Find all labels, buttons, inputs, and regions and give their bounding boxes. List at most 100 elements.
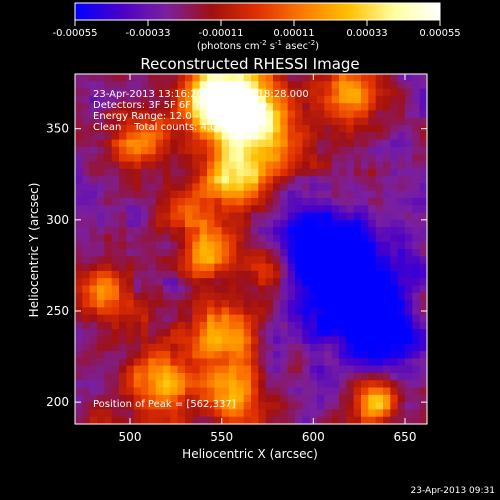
heatmap-cell — [141, 249, 149, 257]
heatmap-cell — [346, 270, 355, 279]
heatmap-cell — [148, 74, 157, 82]
heatmap-cell — [361, 241, 369, 250]
heatmap-cell — [405, 285, 413, 294]
heatmap-cell — [192, 409, 201, 418]
heatmap-cell — [295, 402, 303, 411]
heatmap-cell — [75, 74, 83, 82]
heatmap-cell — [97, 329, 105, 338]
heatmap-cell — [133, 372, 142, 381]
heatmap-cell — [295, 343, 303, 352]
heatmap-cell — [280, 227, 289, 236]
heatmap-cell — [375, 307, 384, 316]
heatmap-cell — [258, 205, 267, 214]
heatmap-cell — [353, 365, 362, 374]
heatmap-cell — [346, 95, 355, 104]
heatmap-cell — [75, 372, 83, 381]
heatmap-cell — [155, 103, 164, 112]
heatmap-cell — [133, 154, 142, 163]
heatmap-cell — [207, 365, 215, 374]
heatmap-cell — [295, 249, 303, 257]
heatmap-cell — [295, 146, 303, 155]
heatmap-cell — [141, 227, 149, 236]
heatmap-cell — [119, 212, 127, 221]
heatmap-cell — [185, 190, 193, 199]
heatmap-cell — [141, 409, 149, 418]
heatmap-cell — [243, 125, 252, 133]
heatmap-cell — [346, 292, 355, 301]
heatmap-cell — [405, 95, 413, 104]
heatmap-cell — [111, 278, 120, 287]
heatmap-cell — [141, 336, 149, 345]
heatmap-cell — [192, 88, 201, 97]
heatmap-cell — [119, 154, 127, 163]
heatmap-cell — [339, 402, 347, 411]
heatmap-cell — [346, 234, 355, 243]
heatmap-cell — [412, 176, 421, 184]
heatmap-cell — [397, 409, 406, 418]
heatmap-cell — [339, 205, 347, 214]
heatmap-cell — [265, 343, 274, 352]
heatmap-cell — [111, 321, 120, 330]
heatmap-cell — [317, 416, 325, 425]
heatmap-cell — [280, 212, 289, 221]
heatmap-cell — [287, 416, 296, 425]
heatmap-cell — [287, 81, 296, 90]
heatmap-cell — [317, 139, 325, 148]
heatmap-cell — [405, 336, 413, 345]
heatmap-cell — [207, 205, 215, 214]
heatmap-cell — [163, 387, 171, 396]
heatmap-cell — [185, 183, 193, 192]
heatmap-cell — [126, 168, 135, 177]
heatmap-cell — [295, 176, 303, 184]
heatmap-cell — [375, 409, 384, 418]
heatmap-cell — [111, 351, 120, 359]
heatmap-cell — [141, 146, 149, 155]
heatmap-cell — [111, 234, 120, 243]
heatmap-cell — [177, 394, 186, 403]
heatmap-cell — [185, 343, 193, 352]
heatmap-cell — [185, 372, 193, 381]
heatmap-cell — [75, 329, 83, 338]
heatmap-cell — [75, 95, 83, 104]
heatmap-cell — [419, 88, 428, 97]
heatmap-cell — [258, 241, 267, 250]
heatmap-cell — [141, 139, 149, 148]
heatmap-cell — [89, 249, 98, 257]
heatmap-cell — [258, 256, 267, 265]
heatmap-cell — [126, 402, 135, 411]
heatmap-cell — [375, 300, 384, 308]
heatmap-cell — [419, 219, 428, 228]
heatmap-cell — [75, 394, 83, 403]
heatmap-cell — [346, 307, 355, 316]
heatmap-cell — [280, 117, 289, 126]
annotation-detectors: Detectors: 3F 5F 6F 7F 8F 9F, Att 0 — [93, 100, 267, 111]
heatmap-cell — [251, 409, 259, 418]
heatmap-cell — [170, 263, 179, 272]
heatmap-cell — [287, 110, 296, 119]
heatmap-cell — [97, 416, 105, 425]
heatmap-cell — [368, 300, 377, 308]
heatmap-cell — [236, 321, 245, 330]
heatmap-cell — [405, 307, 413, 316]
heatmap-cell — [295, 103, 303, 112]
heatmap-cell — [383, 139, 391, 148]
heatmap-cell — [273, 329, 281, 338]
heatmap-cell — [361, 285, 369, 294]
heatmap-cell — [265, 183, 274, 192]
heatmap-cell — [339, 110, 347, 119]
heatmap-cell — [192, 117, 201, 126]
heatmap-cell — [221, 197, 230, 206]
heatmap-cell — [170, 336, 179, 345]
heatmap-cell — [368, 197, 377, 206]
heatmap-cell — [141, 292, 149, 301]
heatmap-cell — [273, 110, 281, 119]
heatmap-cell — [89, 256, 98, 265]
heatmap-cell — [287, 270, 296, 279]
heatmap-cell — [89, 125, 98, 133]
heatmap-cell — [104, 278, 113, 287]
heatmap-cell — [75, 343, 83, 352]
heatmap-cell — [324, 409, 333, 418]
heatmap-cell — [75, 365, 83, 374]
heatmap-cell — [405, 197, 413, 206]
heatmap-cell — [214, 95, 223, 104]
